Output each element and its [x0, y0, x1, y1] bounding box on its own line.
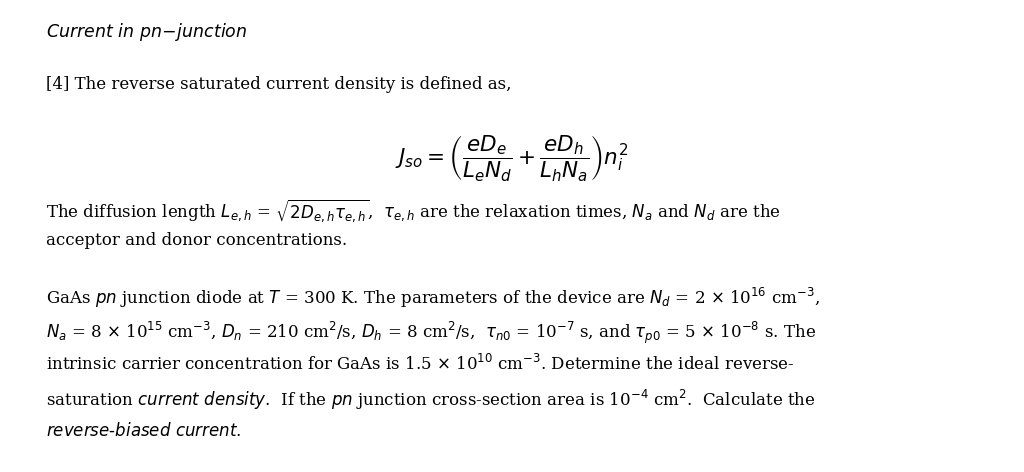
Text: $\mathit{Current\ in\ pn\!-\!junction}$: $\mathit{Current\ in\ pn\!-\!junction}$ [46, 21, 248, 43]
Text: The diffusion length $L_{e,h}$ = $\sqrt{2D_{e,h}\tau_{e,h}}$,  $\tau_{e,h}$ are : The diffusion length $L_{e,h}$ = $\sqrt{… [46, 198, 781, 225]
Text: $\mathit{reverse\text{-}biased\ current}$.: $\mathit{reverse\text{-}biased\ current}… [46, 422, 242, 440]
Text: $N_a$ = 8 $\times$ 10$^{15}$ cm$^{-3}$, $D_n$ = 210 cm$^2$/s, $D_h$ = 8 cm$^2$/s: $N_a$ = 8 $\times$ 10$^{15}$ cm$^{-3}$, … [46, 320, 816, 346]
Text: intrinsic carrier concentration for GaAs is 1.5 $\times$ 10$^{10}$ cm$^{-3}$. De: intrinsic carrier concentration for GaAs… [46, 354, 795, 374]
Text: [4] The reverse saturated current density is defined as,: [4] The reverse saturated current densit… [46, 76, 512, 93]
Text: acceptor and donor concentrations.: acceptor and donor concentrations. [46, 232, 347, 249]
Text: $J_{so} = \left(\dfrac{eD_e}{L_e N_d} + \dfrac{eD_h}{L_h N_a}\right)n_i^2$: $J_{so} = \left(\dfrac{eD_e}{L_e N_d} + … [395, 133, 629, 183]
Text: saturation $\mathit{current\ density}$.  If the $pn$ junction cross-section area: saturation $\mathit{current\ density}$. … [46, 388, 816, 412]
Text: GaAs $pn$ junction diode at $T$ = 300 K. The parameters of the device are $N_d$ : GaAs $pn$ junction diode at $T$ = 300 K.… [46, 286, 820, 310]
